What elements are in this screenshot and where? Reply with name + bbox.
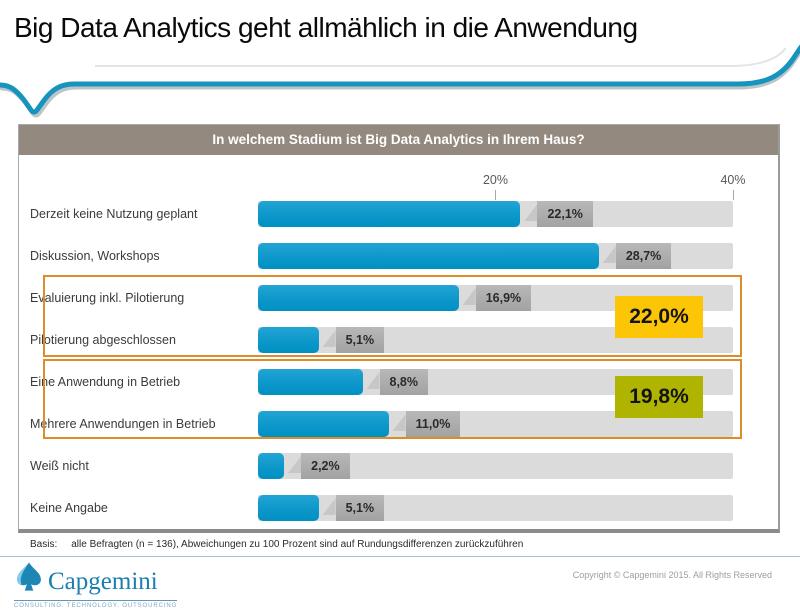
category-label: Mehrere Anwendungen in Betrieb — [30, 417, 216, 431]
axis-tick — [495, 190, 496, 200]
value-callout: 22,1% — [524, 201, 593, 227]
chart-row: Derzeit keine Nutzung geplant 22,1% — [19, 201, 778, 227]
group-box-betrieb — [43, 359, 742, 439]
callout-arrow-icon — [288, 456, 302, 473]
callout-arrow-icon — [322, 498, 336, 515]
value-callout: 16,9% — [462, 285, 532, 311]
bar-fill — [258, 327, 319, 353]
axis-tick-label: 40% — [720, 173, 746, 187]
bar-fill — [258, 285, 459, 311]
category-label: Weiß nicht — [30, 459, 89, 473]
basis-text: alle Befragten (n = 136), Abweichungen z… — [71, 539, 524, 550]
value-label: 16,9% — [475, 285, 532, 311]
callout-arrow-icon — [524, 204, 538, 221]
footer-divider — [0, 556, 800, 557]
value-label: 28,7% — [615, 243, 672, 269]
bar-fill — [258, 369, 363, 395]
axis-tick-label: 20% — [482, 173, 509, 187]
bar-fill — [258, 495, 319, 521]
value-callout: 2,2% — [288, 453, 350, 479]
group-box-evaluierung — [43, 275, 742, 357]
slide-title: Big Data Analytics geht allmählich in di… — [14, 12, 638, 43]
bar-fill — [258, 453, 285, 479]
bar-track: 28,7% — [258, 243, 733, 269]
category-label: Diskussion, Workshops — [30, 249, 160, 263]
bar-track: 5,1% — [258, 495, 733, 521]
value-callout: 5,1% — [322, 327, 385, 353]
value-label: 8,8% — [379, 369, 428, 395]
chart-row: Diskussion, Workshops 28,7% — [19, 243, 778, 269]
copyright-text: Copyright © Capgemini 2015. All Rights R… — [572, 570, 772, 580]
category-label: Keine Angabe — [30, 501, 108, 515]
category-label: Pilotierung abgeschlossen — [30, 333, 176, 347]
group-sum-badge-yellow: 22,0% — [615, 296, 703, 338]
chart-question-title: In welchem Stadium ist Big Data Analytic… — [19, 125, 778, 155]
bar-fill — [258, 201, 521, 227]
bar-track: 8,8% — [258, 369, 733, 395]
value-label: 22,1% — [537, 201, 593, 227]
value-callout: 11,0% — [392, 411, 461, 437]
basis-note: Basis: alle Befragten (n = 136), Abweichu… — [30, 539, 523, 550]
chart-row: Weiß nicht 2,2% — [19, 453, 778, 479]
category-label: Evaluierung inkl. Pilotierung — [30, 291, 185, 305]
value-callout: 28,7% — [602, 243, 672, 269]
bar-fill — [258, 243, 599, 269]
group-sum-badge-olive: 19,8% — [615, 376, 703, 418]
capgemini-spade-icon — [17, 562, 41, 591]
callout-arrow-icon — [602, 246, 616, 263]
value-label: 5,1% — [335, 327, 385, 353]
value-label: 5,1% — [335, 495, 385, 521]
basis-label: Basis: — [30, 539, 58, 550]
capgemini-tagline: CONSULTING. TECHNOLOGY. OUTSOURCING — [14, 600, 178, 609]
value-callout: 8,8% — [366, 369, 428, 395]
chart-panel: In welchem Stadium ist Big Data Analytic… — [18, 124, 780, 533]
chart-row: Pilotierung abgeschlossen 5,1% — [19, 327, 778, 353]
chart-row: Eine Anwendung in Betrieb 8,8% — [19, 369, 778, 395]
value-label: 2,2% — [301, 453, 350, 479]
chart-row: Keine Angabe 5,1% — [19, 495, 778, 521]
bar-track: 2,2% — [258, 453, 733, 479]
value-label: 11,0% — [405, 411, 461, 437]
capgemini-logo: Capgemini CONSULTING. TECHNOLOGY. OUTSOU… — [12, 560, 242, 612]
value-callout: 5,1% — [322, 495, 385, 521]
bar-fill — [258, 411, 389, 437]
capgemini-wordmark: Capgemini — [48, 568, 158, 595]
category-label: Derzeit keine Nutzung geplant — [30, 207, 198, 221]
axis-tick — [732, 190, 734, 200]
bar-track: 22,1% — [258, 201, 733, 227]
category-label: Eine Anwendung in Betrieb — [30, 375, 181, 389]
swoosh-accent-graphic — [0, 44, 800, 118]
